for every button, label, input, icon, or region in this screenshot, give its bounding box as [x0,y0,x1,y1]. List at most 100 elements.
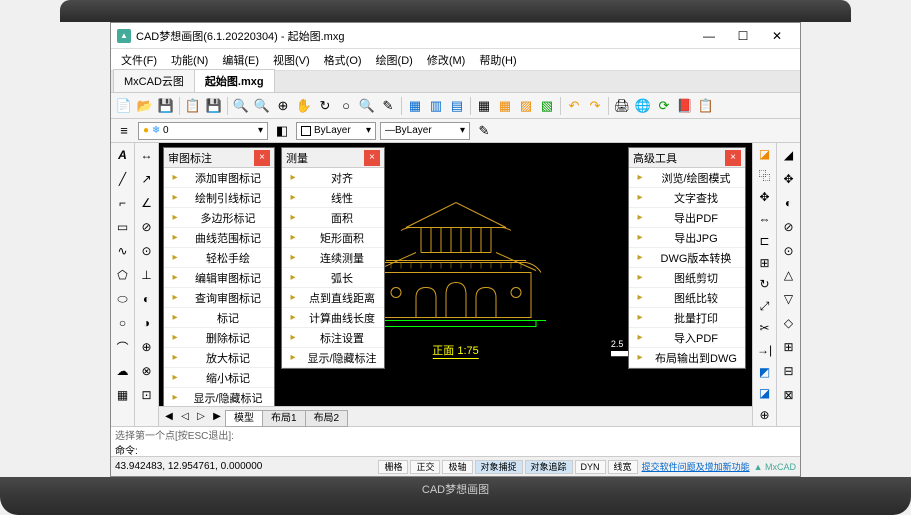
tab-nav-next[interactable]: ▷ [193,411,209,422]
mod9-icon[interactable]: ⊞ [778,336,800,358]
mod5-icon[interactable]: ⊙ [778,240,800,262]
status-toggle[interactable]: 极轴 [442,460,472,474]
undo-icon[interactable]: ↶ [564,96,584,116]
mod2-icon[interactable]: ✥ [778,168,800,190]
rect-tool-icon[interactable]: ▭ [112,216,134,238]
tool7-icon[interactable]: ▧ [537,96,557,116]
mod8-icon[interactable]: ◇ [778,312,800,334]
panel-item[interactable]: ▸导出PDF [629,208,745,228]
status-toggle[interactable]: 线宽 [608,460,638,474]
panel-item[interactable]: ▸DWG版本转换 [629,248,745,268]
panel-item[interactable]: ▸编辑审图标记 [164,268,274,288]
tool-a-icon[interactable]: ◐ [136,288,158,310]
scale-icon[interactable]: ⤢ [754,296,776,316]
rotate2-icon[interactable]: ↻ [754,275,776,295]
status-toggle[interactable]: 栅格 [378,460,408,474]
menu-item[interactable]: 修改(M) [421,50,472,70]
mod1-icon[interactable]: ◢ [778,144,800,166]
array-icon[interactable]: ⊞ [754,253,776,273]
panel-item[interactable]: ▸布局输出到DWG [629,348,745,368]
new-icon[interactable]: 📄 [114,96,134,116]
tool-d-icon[interactable]: ⊗ [136,360,158,382]
mod11-icon[interactable]: ⊠ [778,384,800,406]
polyline-tool-icon[interactable]: ⌐ [112,192,134,214]
offset-icon[interactable]: ⊏ [754,231,776,251]
panel-item[interactable]: ▸浏览/绘图模式 [629,168,745,188]
drawing-canvas[interactable]: 审图标注× ▸添加审图标记▸绘制引线标记▸多边形标记▸曲线范围标记▸轻松手绘▸编… [159,143,752,406]
web-icon[interactable]: 🌐 [633,96,653,116]
redo-icon[interactable]: ↷ [585,96,605,116]
feedback-link[interactable]: 提交软件问题及增加新功能 [642,460,750,473]
extend-icon[interactable]: →| [754,340,776,360]
zoom-in-icon[interactable]: 🔍 [231,96,251,116]
tool4-icon[interactable]: ▦ [474,96,494,116]
radius-dim-icon[interactable]: ⊘ [136,216,158,238]
tab-nav-prev[interactable]: ◁ [177,411,193,422]
panel-item[interactable]: ▸矩形面积 [282,228,384,248]
panel-item[interactable]: ▸线性 [282,188,384,208]
block-icon[interactable]: ◩ [754,362,776,382]
menu-item[interactable]: 视图(V) [267,50,316,70]
command-line[interactable]: 选择第一个点[按ESC退出]: 命令: [111,426,800,456]
panel-item[interactable]: ▸轻松手绘 [164,248,274,268]
panel-item[interactable]: ▸批量打印 [629,308,745,328]
status-toggle[interactable]: 正交 [410,460,440,474]
panel-item[interactable]: ▸绘制引线标记 [164,188,274,208]
document-tab[interactable]: 起始图.mxg [194,69,275,92]
saveas-icon[interactable]: 📋 [183,96,203,116]
tab-nav-last[interactable]: ▶ [209,411,225,422]
panel-item[interactable]: ▸导入PDF [629,328,745,348]
layout-tab[interactable]: 布局1 [262,410,306,427]
tool-c-icon[interactable]: ⊕ [136,336,158,358]
rotate-icon[interactable]: ↻ [315,96,335,116]
block2-icon[interactable]: ◪ [754,383,776,403]
refresh-icon[interactable]: ⟳ [654,96,674,116]
angle-dim-icon[interactable]: ∠ [136,192,158,214]
hatch-tool-icon[interactable]: ▦ [112,384,134,406]
edit-icon[interactable]: ✎ [378,96,398,116]
status-toggle[interactable]: 对象追踪 [525,460,573,474]
linetype-icon[interactable]: ✎ [474,121,494,141]
tool2-icon[interactable]: ▥ [426,96,446,116]
circle-tool2-icon[interactable]: ○ [112,312,134,334]
tool1-icon[interactable]: ▦ [405,96,425,116]
menu-item[interactable]: 文件(F) [115,50,163,70]
arc-tool-icon[interactable]: ⌒ [112,336,134,358]
linetype-selector[interactable]: — ByLayer▾ [380,122,470,140]
panel-item[interactable]: ▸查询审图标记 [164,288,274,308]
menu-item[interactable]: 编辑(E) [216,50,265,70]
status-toggle[interactable]: 对象捕捉 [475,460,523,474]
menu-item[interactable]: 帮助(H) [473,50,522,70]
tool-b-icon[interactable]: ◑ [136,312,158,334]
menu-item[interactable]: 格式(O) [318,50,368,70]
panel-item[interactable]: ▸标记 [164,308,274,328]
maximize-button[interactable]: ☐ [726,25,760,47]
minimize-button[interactable]: — [692,25,726,47]
mod4-icon[interactable]: ⊘ [778,216,800,238]
menu-item[interactable]: 功能(N) [165,50,214,70]
panel-item[interactable]: ▸显示/隐藏标记 [164,388,274,406]
erase-icon[interactable]: ◪ [754,144,776,164]
save2-icon[interactable]: 💾 [204,96,224,116]
close-icon[interactable]: × [254,150,270,166]
mod7-icon[interactable]: ▽ [778,288,800,310]
panel-item[interactable]: ▸删除标记 [164,328,274,348]
move-icon[interactable]: ✥ [754,188,776,208]
ellipse-tool-icon[interactable]: ⬭ [112,288,134,310]
copy-icon[interactable]: ⿻ [754,166,776,186]
panel-item[interactable]: ▸点到直线距离 [282,288,384,308]
ordinate-icon[interactable]: ⊥ [136,264,158,286]
mod10-icon[interactable]: ⊟ [778,360,800,382]
panel-item[interactable]: ▸显示/隐藏标注 [282,348,384,368]
close-icon[interactable]: × [364,150,380,166]
layout-tab[interactable]: 布局2 [305,410,349,427]
layer-selector[interactable]: ● ❄ 0▾ [138,122,268,140]
panel-item[interactable]: ▸标注设置 [282,328,384,348]
save-icon[interactable]: 💾 [156,96,176,116]
text-tool-icon[interactable]: A [112,144,134,166]
status-toggle[interactable]: DYN [575,460,606,474]
panel-item[interactable]: ▸弧长 [282,268,384,288]
tool6-icon[interactable]: ▨ [516,96,536,116]
print-icon[interactable]: 🖨 [612,96,632,116]
panel-item[interactable]: ▸面积 [282,208,384,228]
